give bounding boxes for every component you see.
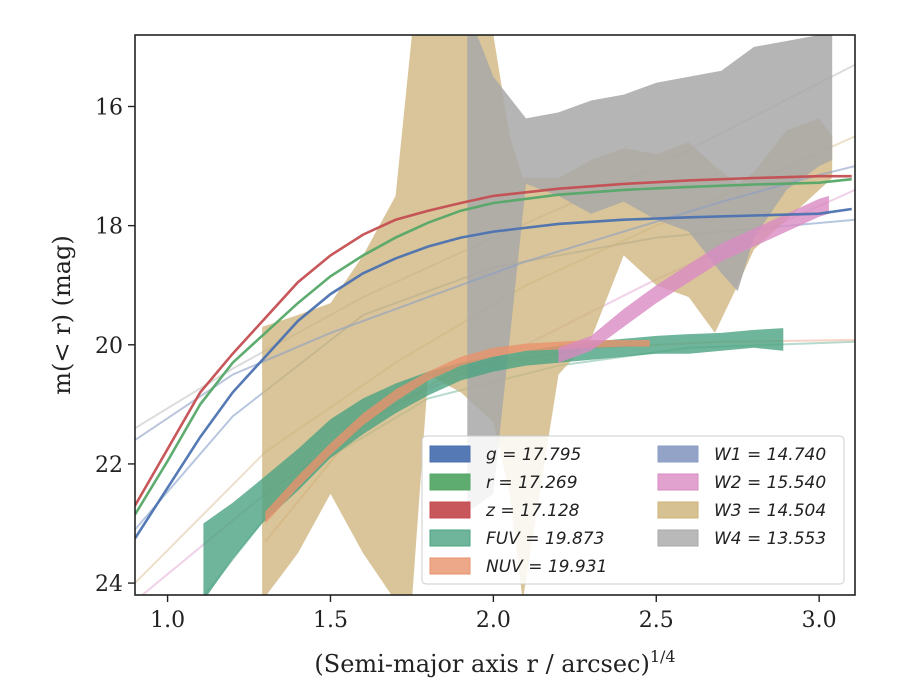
legend-label-w3: W3 = 14.504 [714, 501, 826, 521]
x-tick-label-2.5: 2.5 [639, 608, 674, 633]
x-tick-label-3.0: 3.0 [802, 608, 837, 633]
y-axis-title: m(< r) (mag) [48, 235, 76, 394]
x-tick-label-1.0: 1.0 [150, 608, 185, 633]
legend-swatch-w2 [657, 473, 699, 491]
legend-swatch-z [429, 501, 471, 519]
legend-swatch-nuv [429, 557, 471, 575]
y-tick-label-16: 16 [95, 95, 123, 120]
legend-swatch-w1 [657, 445, 699, 463]
series-w4-band [467, 35, 833, 512]
data-layer [135, 35, 855, 595]
x-axis-title: (Semi-major axis r / arcsec)1/4 [314, 647, 675, 678]
series-g-line [135, 207, 852, 540]
legend-swatch-w4 [657, 529, 699, 547]
x-tick-label-1.5: 1.5 [313, 608, 348, 633]
legend-label-nuv: NUV = 19.931 [486, 557, 607, 577]
legend-label-w1: W1 = 14.740 [714, 445, 826, 465]
legend-label-r: r = 17.269 [486, 473, 578, 493]
axes-layer: 1.0 1.5 2.0 2.5 3.0 16 18 20 22 24 [95, 95, 837, 633]
legend-label-g: g = 17.795 [486, 445, 581, 465]
y-tick-label-18: 18 [95, 215, 123, 240]
series-z-line [135, 174, 852, 507]
legend-swatch-r [429, 473, 471, 491]
legend: g = 17.795 r = 17.269 z = 17.128 FUV = 19.8… [421, 435, 845, 585]
y-tick-label-24: 24 [95, 572, 123, 597]
legend-label-w2: W2 = 15.540 [714, 473, 826, 493]
legend-label-w4: W4 = 13.553 [714, 529, 826, 549]
y-tick-label-20: 20 [95, 334, 123, 359]
legend-label-z: z = 17.128 [485, 501, 580, 521]
series-r-line [135, 177, 852, 516]
legend-swatch-w3 [657, 501, 699, 519]
legend-swatch-g [429, 445, 471, 463]
legend-label-fuv: FUV = 19.873 [486, 529, 604, 549]
legend-box [421, 435, 845, 585]
x-tick-label-2.0: 2.0 [476, 608, 511, 633]
plot-frame [134, 34, 856, 596]
series-w2-band [558, 195, 829, 363]
legend-swatch-fuv [429, 529, 471, 547]
y-tick-label-22: 22 [95, 453, 123, 478]
